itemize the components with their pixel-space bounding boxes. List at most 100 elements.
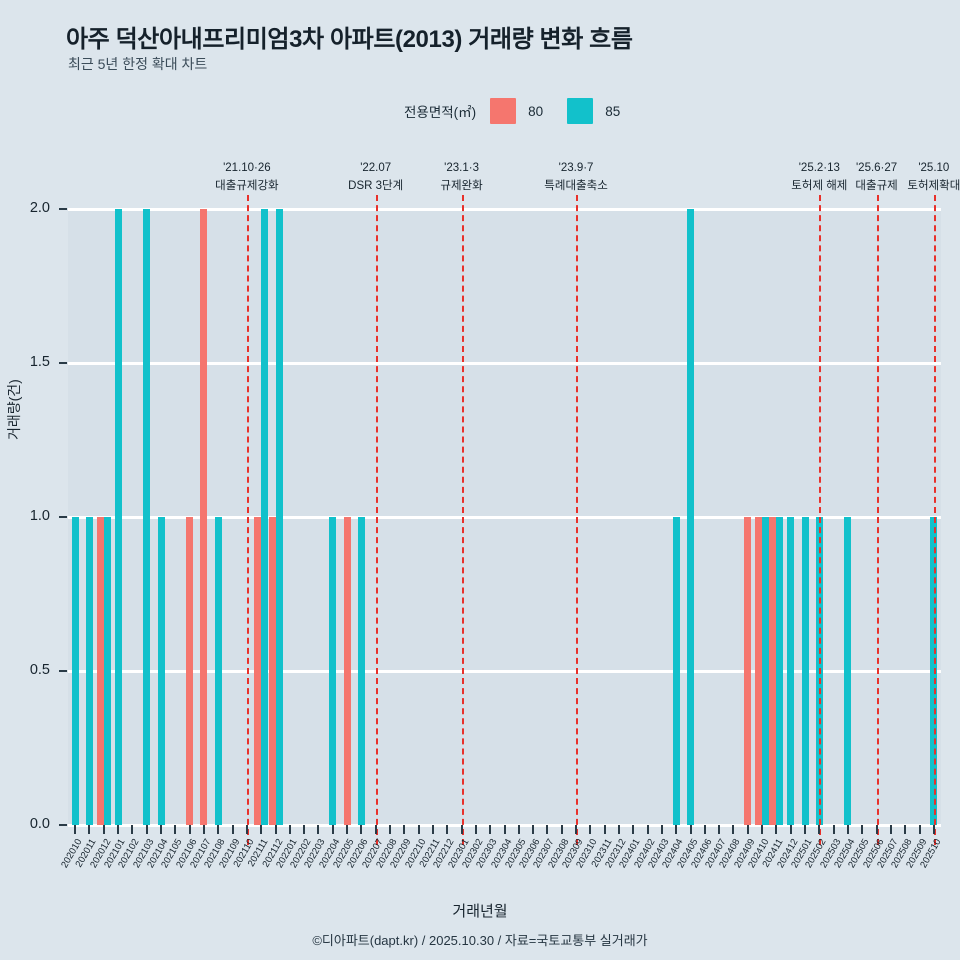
x-axis-title: 거래년월 — [452, 903, 508, 920]
x-tick-mark — [117, 825, 120, 834]
event-name: 대출규제강화 — [215, 179, 279, 192]
event-label: '22.07 DSR 3단계 — [306, 160, 446, 196]
bar[interactable] — [762, 517, 770, 825]
bar[interactable] — [787, 517, 795, 825]
bar[interactable] — [114, 209, 122, 825]
x-tick-mark — [660, 825, 663, 834]
x-tick-mark — [331, 825, 334, 834]
y-tick-label: 1.0 — [29, 508, 50, 524]
x-tick-mark — [546, 825, 549, 834]
bar[interactable] — [103, 517, 111, 825]
bar[interactable] — [357, 517, 365, 825]
legend-label-80: 80 — [528, 103, 544, 119]
x-tick-mark — [889, 825, 892, 834]
y-tick-mark — [59, 670, 67, 672]
x-tick-mark — [74, 825, 77, 834]
x-tick-mark — [288, 825, 291, 834]
x-tick-mark — [489, 825, 492, 834]
event-label: '25.2·13 토허제 해제 — [749, 160, 889, 196]
x-tick-mark — [560, 825, 563, 834]
x-tick-mark — [904, 825, 907, 834]
x-tick-mark — [503, 825, 506, 834]
x-tick-mark — [346, 825, 349, 834]
x-tick-mark — [646, 825, 649, 834]
bar[interactable] — [687, 209, 695, 825]
gridline — [68, 361, 941, 365]
legend-label-85: 85 — [605, 103, 621, 119]
x-tick-mark — [775, 825, 778, 834]
x-tick-mark — [417, 825, 420, 834]
bar[interactable] — [275, 209, 283, 825]
y-tick-mark — [59, 208, 67, 210]
x-tick-mark — [431, 825, 434, 834]
x-tick-mark — [589, 825, 592, 834]
x-tick-mark — [174, 825, 177, 834]
x-tick-mark — [689, 825, 692, 834]
bar[interactable] — [85, 517, 93, 825]
bar[interactable] — [343, 517, 351, 825]
bar[interactable] — [844, 517, 852, 825]
x-tick-mark — [131, 825, 134, 834]
bar[interactable] — [801, 517, 809, 825]
x-tick-mark — [818, 825, 821, 834]
x-tick-mark — [832, 825, 835, 834]
bar[interactable] — [200, 209, 208, 825]
x-tick-mark — [603, 825, 606, 834]
event-line — [461, 195, 464, 845]
bar[interactable] — [744, 517, 752, 825]
bar[interactable] — [157, 517, 165, 825]
event-label: '25.6·27 대출규제 — [807, 160, 947, 196]
bar[interactable] — [755, 517, 763, 825]
y-tick-label: 0.5 — [29, 662, 50, 678]
event-label: '21.10·26 대출규제강화 — [177, 160, 317, 196]
gridline — [68, 515, 941, 519]
legend-swatch-80 — [490, 98, 517, 124]
x-tick-mark — [703, 825, 706, 834]
x-axis: 202010 202011 202012 202101 202102 202103 2021… — [59, 825, 943, 945]
x-tick-mark — [188, 825, 191, 834]
y-tick-mark — [59, 516, 67, 518]
x-tick-mark — [932, 825, 935, 834]
y-tick-mark — [59, 824, 67, 826]
event-date: '21.10·26 — [223, 162, 271, 174]
bar[interactable] — [71, 517, 79, 825]
bar[interactable] — [268, 517, 276, 825]
x-tick-mark — [102, 825, 105, 834]
x-tick-mark — [446, 825, 449, 834]
event-label: '23.1·3 규제완화 — [392, 160, 532, 196]
page-title: 아주 덕산아내프리미엄3차 아파트(2013) 거래량 변화 흐름 — [66, 26, 633, 53]
bar[interactable] — [672, 517, 680, 825]
bar[interactable] — [769, 517, 777, 825]
x-tick-mark — [374, 825, 377, 834]
x-tick-mark — [718, 825, 721, 834]
bar[interactable] — [776, 517, 784, 825]
bar[interactable] — [254, 517, 262, 825]
event-label: '25.10 토허제확대 — [864, 160, 960, 196]
bar[interactable] — [214, 517, 222, 825]
chart-legend: 전용면적(㎡) 80 85 — [404, 98, 620, 124]
event-date: '23.9·7 — [558, 162, 594, 174]
event-date: '23.1·3 — [444, 162, 479, 174]
bar[interactable] — [186, 517, 194, 825]
x-tick-mark — [202, 825, 205, 834]
bar[interactable] — [96, 517, 104, 825]
x-tick-mark — [632, 825, 635, 834]
x-tick-mark — [846, 825, 849, 834]
page-subtitle: 최근 5년 한정 확대 차트 — [68, 56, 208, 72]
bar[interactable] — [261, 209, 269, 825]
x-tick-mark — [474, 825, 477, 834]
gridline — [68, 207, 941, 211]
event-label: '23.9·7 특례대출축소 — [506, 160, 646, 196]
x-tick-mark — [532, 825, 535, 834]
event-date: '25.10 — [918, 162, 950, 174]
x-tick-mark — [160, 825, 163, 834]
legend-title: 전용면적(㎡) — [404, 105, 477, 120]
x-tick-mark — [675, 825, 678, 834]
x-tick-mark — [517, 825, 520, 834]
event-name: DSR 3단계 — [348, 179, 404, 192]
x-tick-mark — [145, 825, 148, 834]
bar[interactable] — [329, 517, 337, 825]
bar[interactable] — [143, 209, 151, 825]
x-tick-mark — [460, 825, 463, 834]
